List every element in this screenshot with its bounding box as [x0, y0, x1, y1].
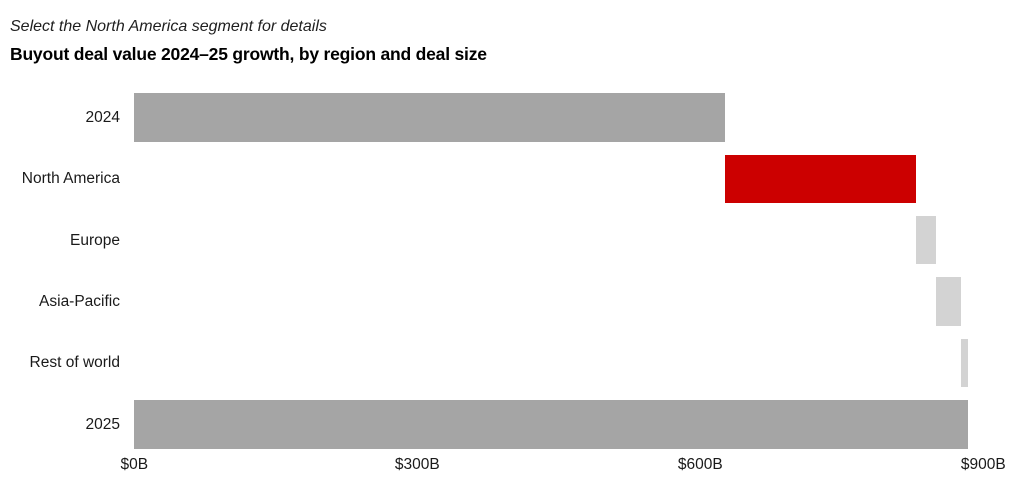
x-axis-tick-0: $0B — [120, 456, 149, 473]
row-label-asia-pacific: Asia-Pacific — [39, 293, 120, 311]
chart-title: Buyout deal value 2024–25 growth, by reg… — [10, 44, 487, 64]
bar-segment-2024[interactable] — [134, 93, 725, 142]
bar-segment-north-america[interactable] — [724, 154, 917, 204]
bar-segment-2025[interactable] — [134, 400, 969, 449]
row-label-rest-of-world: Rest of world — [29, 354, 120, 372]
x-axis-tick-600: $600B — [677, 456, 723, 473]
x-axis-tick-900: $900B — [960, 456, 1006, 473]
chart-instruction: Select the North America segment for det… — [10, 18, 327, 35]
row-label-2025: 2025 — [85, 415, 120, 433]
row-label-europe: Europe — [70, 231, 120, 249]
bar-segment-rest-of-world[interactable] — [960, 338, 969, 388]
row-label-north-america: North America — [21, 170, 120, 188]
row-label-2024: 2024 — [85, 109, 120, 126]
x-axis-tick-300: $300B — [394, 456, 440, 473]
bar-segment-europe[interactable] — [916, 216, 937, 265]
bar-segment-asia-pacific[interactable] — [936, 277, 961, 326]
